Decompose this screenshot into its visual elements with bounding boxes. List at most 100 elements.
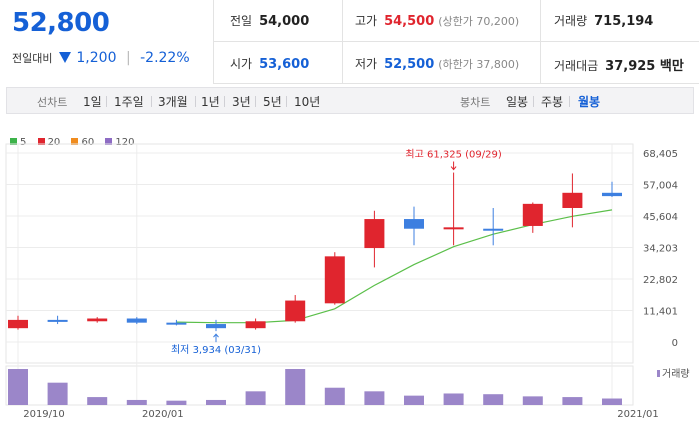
stat-open: 시가 53,600 [230,55,309,72]
legend-item-ma60: 60 [71,137,94,148]
candle-body [285,300,306,322]
stat-value: 53,600 [259,57,310,72]
volume-bar [285,369,306,405]
candle-body [47,319,68,322]
legend-label: 20 [47,137,61,148]
period-5y[interactable]: 5년 [263,95,282,109]
ma-legend: 5 20 60 120 [10,137,143,148]
x-tick-label: 2020/01 [142,409,184,420]
separator: | [125,50,131,66]
volume-frame [5,365,634,406]
x-tick-label: 2019/10 [23,409,65,420]
candle-body [87,318,108,322]
stat-value: 715,194 [594,14,654,29]
moving-average-line [176,209,613,324]
price-summary: 52,800 전일대비 1,200 | -2.22% 전일 54,000 시가 53… [0,0,699,84]
stat-label: 전일 [230,14,253,28]
stat-label: 고가 [355,14,378,28]
candle-body [602,192,622,197]
stat-label: 거래량 [554,14,588,28]
y-tick-label: 22,802 [643,275,678,286]
candle-body [245,321,266,329]
divider [286,96,287,107]
y-tick-label: 11,401 [643,306,678,317]
y-tick-label: 45,604 [643,212,678,223]
stat-value: 54,500 [384,14,435,29]
candle-weekly[interactable]: 주봉 [541,95,564,109]
change-label: 전일대비 [12,52,53,65]
stat-label: 저가 [355,57,378,71]
period-10y[interactable]: 10년 [294,95,321,109]
period-1y[interactable]: 1년 [201,95,220,109]
stat-value: 52,500 [384,57,435,72]
current-price: 52,800 [12,8,110,38]
high-arrow-icon [450,161,457,171]
low-arrow-icon [213,333,219,343]
volume-bar [324,387,345,405]
stat-high: 고가 54,500 (상한가 70,200) [355,12,519,29]
volume-bar [206,399,226,405]
legend-swatch [10,138,17,145]
candle-monthly[interactable]: 월봉 [578,95,601,109]
period-3y[interactable]: 3년 [232,95,251,109]
row-divider [214,41,699,42]
candle-body [404,219,424,229]
divider [224,96,225,107]
divider [255,96,256,107]
volume-bar [245,391,266,405]
stat-amount: 거래대금 37,925 백만 [554,55,684,74]
stat-label: 시가 [230,57,253,71]
candle-body [324,256,345,304]
candle-daily[interactable]: 일봉 [506,95,529,109]
volume-bar [8,369,28,405]
volume-bar [47,382,68,405]
stat-value: 54,000 [259,14,310,29]
candle-body [206,324,226,329]
candle-body [483,228,504,231]
legend-swatch [37,138,45,145]
change-percent: -2.22% [140,50,190,66]
stat-value: 37,925 백만 [605,59,684,74]
down-arrow-icon [58,52,71,63]
period-1w[interactable]: 1주일 [114,95,144,109]
divider [533,96,534,107]
volume-bar [364,391,385,405]
column-divider [342,0,343,84]
legend-item-ma120: 120 [105,137,135,148]
high-annotation: 최고 61,325 (09/29) [405,149,501,161]
y-tick-label: 57,004 [643,181,678,192]
low-annotation: 최저 3,934 (03/31) [171,344,261,356]
volume-bar [404,395,424,405]
legend-item-ma5: 5 [10,137,26,148]
volume-bar [87,397,108,405]
candle-body [443,227,464,230]
divider [195,96,196,107]
legend-label: 120 [115,137,135,148]
price-stats: 전일 54,000 시가 53,600 고가 54,500 (상한가 70,200) 저… [214,0,699,84]
candle-body [522,203,543,226]
stat-volume: 거래량 715,194 [554,12,653,29]
upper-limit: (상한가 70,200) [438,15,520,28]
column-divider [540,0,541,84]
volume-bar [443,393,464,405]
stat-low: 저가 52,500 (하한가 37,800) [355,55,519,72]
candle-body [562,192,583,208]
volume-bar [483,394,504,405]
chart-toolbar: 선차트 1일 1주일 3개월 1년 3년 5년 10년 봉차트 일봉 주봉 월봉 [6,87,694,114]
period-3m[interactable]: 3개월 [158,95,188,109]
divider [106,96,107,107]
candle-body [8,319,28,329]
volume-bar [522,396,543,405]
candle-body [126,318,147,323]
lower-limit: (하한가 37,800) [438,58,520,71]
period-1d[interactable]: 1일 [83,95,102,109]
divider [151,96,152,107]
candle-chart-label: 봉차트 [460,96,491,109]
change-amount: 1,200 [76,50,117,66]
x-tick-label: 2021/01 [617,409,659,420]
divider [569,96,570,107]
line-chart-label: 선차트 [37,96,68,109]
current-price-box: 52,800 전일대비 1,200 | -2.22% [0,0,214,84]
stat-prev-close: 전일 54,000 [230,12,309,29]
